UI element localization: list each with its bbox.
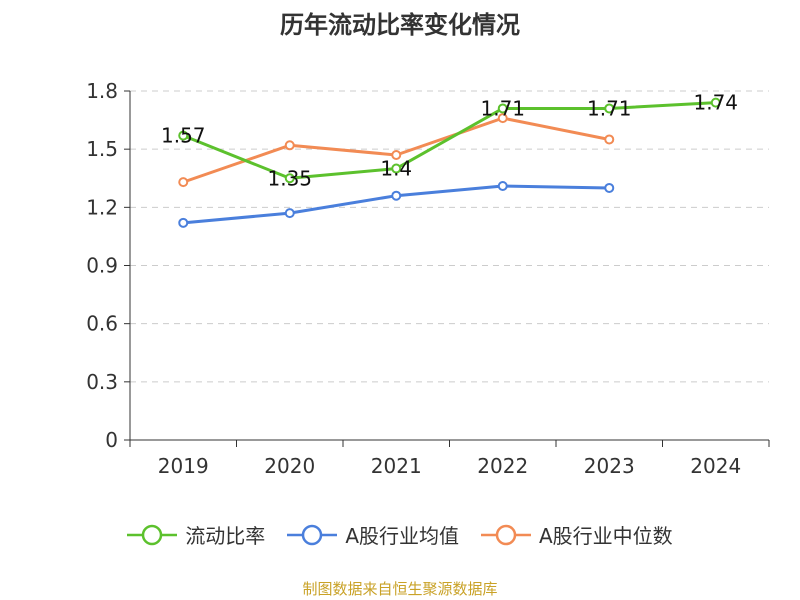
data-point xyxy=(284,173,295,184)
data-point xyxy=(604,182,615,193)
data-point xyxy=(604,103,615,114)
data-point xyxy=(497,113,508,124)
legend-item-industry-median[interactable]: A股行业中位数 xyxy=(481,520,673,549)
data-label: 1.71 xyxy=(480,96,525,120)
data-label: 1.74 xyxy=(693,91,738,115)
data-point xyxy=(391,163,402,174)
y-tick-label: 1.5 xyxy=(86,137,118,161)
data-label: 1.71 xyxy=(587,96,632,120)
x-tick-label: 2021 xyxy=(371,454,422,478)
data-point xyxy=(497,103,508,114)
data-point xyxy=(604,134,615,145)
data-point xyxy=(178,177,189,188)
data-point xyxy=(710,97,721,108)
series-lines xyxy=(178,97,721,228)
legend-marker-icon xyxy=(127,524,178,545)
series-line xyxy=(182,101,716,180)
data-label: 1.35 xyxy=(267,166,312,190)
data-point xyxy=(391,149,402,160)
legend-marker-icon xyxy=(287,524,338,545)
y-tick-label: 0.6 xyxy=(86,312,118,336)
y-tick-label: 0 xyxy=(105,428,118,452)
data-point xyxy=(391,190,402,201)
legend-item-industry-average[interactable]: A股行业均值 xyxy=(287,520,459,549)
data-label: 1.57 xyxy=(161,124,206,148)
x-tick-label: 2019 xyxy=(158,454,209,478)
source-note: 制图数据来自恒生聚源数据库 xyxy=(302,580,498,598)
legend: 流动比率 A股行业均值 A股行业中位数 xyxy=(0,520,800,549)
legend-label: A股行业均值 xyxy=(345,524,459,548)
data-point xyxy=(497,181,508,192)
y-tick-label: 0.9 xyxy=(86,254,118,278)
x-tick-label: 2023 xyxy=(584,454,635,478)
legend-marker-icon xyxy=(481,524,531,545)
data-point xyxy=(178,217,189,228)
legend-item-current-ratio[interactable]: 流动比率 xyxy=(127,520,265,549)
x-tick-label: 2022 xyxy=(477,454,528,478)
x-tick-label: 2024 xyxy=(690,454,741,478)
y-tick-label: 0.3 xyxy=(86,370,118,394)
data-point xyxy=(284,140,295,151)
y-tick-label: 1.2 xyxy=(86,195,118,219)
legend-label: A股行业中位数 xyxy=(539,524,673,548)
data-point xyxy=(284,208,295,219)
grid-lines xyxy=(130,90,769,383)
x-tick-label: 2020 xyxy=(264,454,315,478)
data-labels: 1.57 1.35 1.4 1.71 1.71 1.74 xyxy=(161,91,738,191)
data-point xyxy=(178,130,189,141)
y-tick-label: 1.8 xyxy=(86,79,118,103)
data-label: 1.4 xyxy=(380,157,412,181)
chart-title: 历年流动比率变化情况 xyxy=(280,11,520,39)
axes: 0 0.3 0.6 0.9 1.2 1.5 1.8 2019 2020 2021 2022 2023 2… xyxy=(86,79,770,478)
legend-label: 流动比率 xyxy=(185,524,266,548)
